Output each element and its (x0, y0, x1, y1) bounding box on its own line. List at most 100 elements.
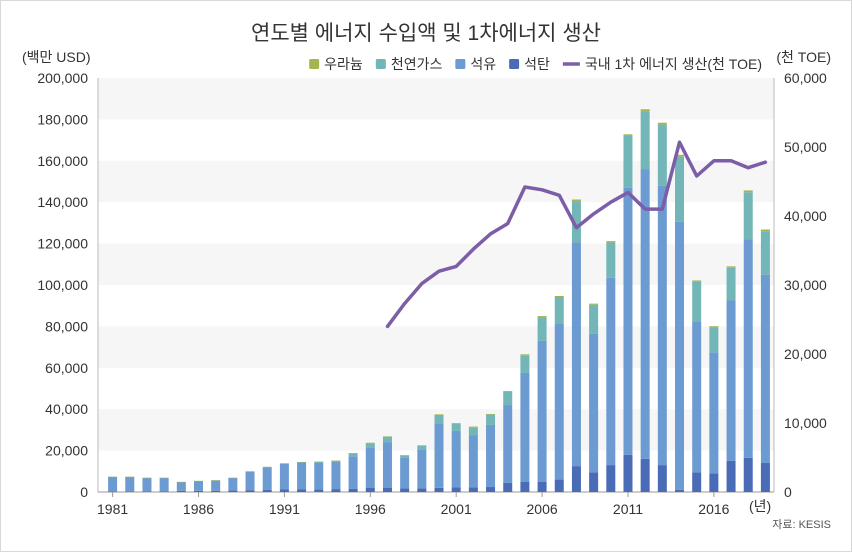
bar-segment-천연가스 (503, 391, 513, 406)
bar-segment-석탄 (176, 490, 186, 492)
bar-segment-우라늄 (709, 326, 719, 328)
bar-segment-석탄 (554, 479, 564, 492)
bar-segment-우라늄 (228, 477, 238, 479)
bar-segment-석탄 (760, 463, 770, 492)
bar-segment-석유 (245, 471, 255, 491)
source-note: 자료: KESIS (772, 518, 831, 531)
bar-segment-우라늄 (125, 476, 135, 478)
bar-segment-천연가스 (709, 327, 719, 353)
left-tick-label: 80,000 (45, 318, 88, 334)
production-point (523, 185, 527, 189)
bar-segment-석탄 (211, 490, 221, 492)
right-axis-unit: (천 TOE) (776, 49, 831, 65)
x-tick-label: 2001 (441, 501, 472, 517)
bar-segment-석탄 (692, 472, 702, 492)
bar-segment-석유 (417, 449, 427, 489)
left-tick-label: 0 (80, 484, 88, 500)
left-tick-label: 180,000 (37, 111, 88, 127)
bar-segment-석유 (692, 321, 702, 473)
bar-segment-석탄 (314, 489, 324, 492)
right-tick-label: 30,000 (784, 277, 827, 293)
right-tick-label: 10,000 (784, 415, 827, 431)
bar-segment-우라늄 (211, 480, 221, 481)
bar-segment-천연가스 (314, 461, 324, 464)
bar-segment-우라늄 (108, 476, 118, 478)
production-point (472, 247, 475, 251)
bar-segment-천연가스 (331, 460, 341, 462)
bar-segment-천연가스 (417, 445, 427, 450)
bar-segment-석탄 (606, 465, 616, 492)
stacked-bars (108, 109, 770, 492)
bar-segment-석유 (400, 457, 410, 489)
bar-segment-석탄 (571, 466, 581, 492)
bar-segment-석탄 (193, 490, 203, 492)
legend-label: 우라늄 (324, 56, 363, 72)
bar-segment-석유 (571, 242, 581, 467)
bar-segment-석유 (640, 169, 650, 459)
bar-segment-천연가스 (554, 297, 564, 324)
left-tick-label: 60,000 (45, 360, 88, 376)
production-point (540, 188, 544, 191)
bar-segment-석유 (211, 480, 221, 491)
bar-segment-우라늄 (657, 122, 667, 125)
bar-segment-석탄 (468, 487, 478, 492)
production-point (643, 207, 647, 211)
bar-segment-석탄 (503, 482, 513, 492)
left-tick-label: 200,000 (37, 70, 88, 86)
bar-segment-우라늄 (417, 445, 427, 446)
bar-segment-석유 (657, 185, 667, 466)
left-tick-label: 120,000 (37, 236, 88, 252)
bar-segment-천연가스 (640, 111, 650, 170)
bar-segment-천연가스 (623, 135, 633, 188)
bar-segment-석유 (228, 477, 238, 491)
bar-segment-석유 (434, 423, 444, 488)
production-point (454, 265, 458, 268)
bar-segment-석유 (468, 435, 478, 488)
x-tick-label: 2011 (613, 501, 643, 517)
bar-segment-우라늄 (297, 461, 307, 463)
bar-segment-우라늄 (434, 414, 444, 415)
production-point (558, 194, 561, 197)
x-tick-label: 2016 (698, 501, 729, 517)
bar-segment-천연가스 (434, 414, 444, 424)
bar-segment-석탄 (486, 487, 496, 492)
production-point (437, 270, 441, 273)
bar-segment-석유 (142, 477, 152, 492)
bar-segment-천연가스 (657, 124, 667, 186)
bar-segment-우라늄 (571, 199, 581, 202)
bar-segment-석탄 (400, 488, 410, 492)
legend-swatch (309, 59, 320, 69)
bar-segment-석탄 (675, 489, 685, 492)
production-point (764, 160, 767, 164)
production-point (678, 140, 681, 144)
bar-segment-천연가스 (726, 267, 736, 301)
production-point (403, 302, 406, 305)
bar-segment-천연가스 (589, 304, 599, 334)
bar-segment-석유 (159, 477, 169, 492)
bar-segment-천연가스 (606, 242, 616, 278)
bar-segment-석유 (193, 481, 203, 491)
bar-segment-우라늄 (400, 455, 410, 456)
bar-segment-석유 (262, 467, 272, 490)
bar-segment-우라늄 (692, 280, 702, 282)
bar-segment-석유 (726, 300, 736, 461)
bar-segment-석탄 (279, 489, 289, 492)
bar-segment-석유 (675, 221, 685, 490)
bar-segment-석유 (486, 424, 496, 488)
left-tick-label: 140,000 (37, 194, 88, 210)
production-point (712, 159, 716, 162)
production-point (489, 232, 492, 236)
bar-segment-우라늄 (262, 466, 272, 468)
bar-segment-석유 (743, 239, 753, 458)
bar-segment-석유 (554, 323, 564, 480)
bar-segment-천연가스 (468, 427, 478, 436)
left-tick-label: 160,000 (37, 153, 88, 169)
bar-segment-우라늄 (159, 477, 169, 479)
legend-swatch (375, 59, 386, 69)
bar-segment-석탄 (434, 487, 444, 492)
bar-segment-석탄 (589, 472, 599, 492)
bar-segment-천연가스 (760, 231, 770, 275)
background-band (98, 243, 774, 285)
bar-segment-우라늄 (760, 229, 770, 232)
